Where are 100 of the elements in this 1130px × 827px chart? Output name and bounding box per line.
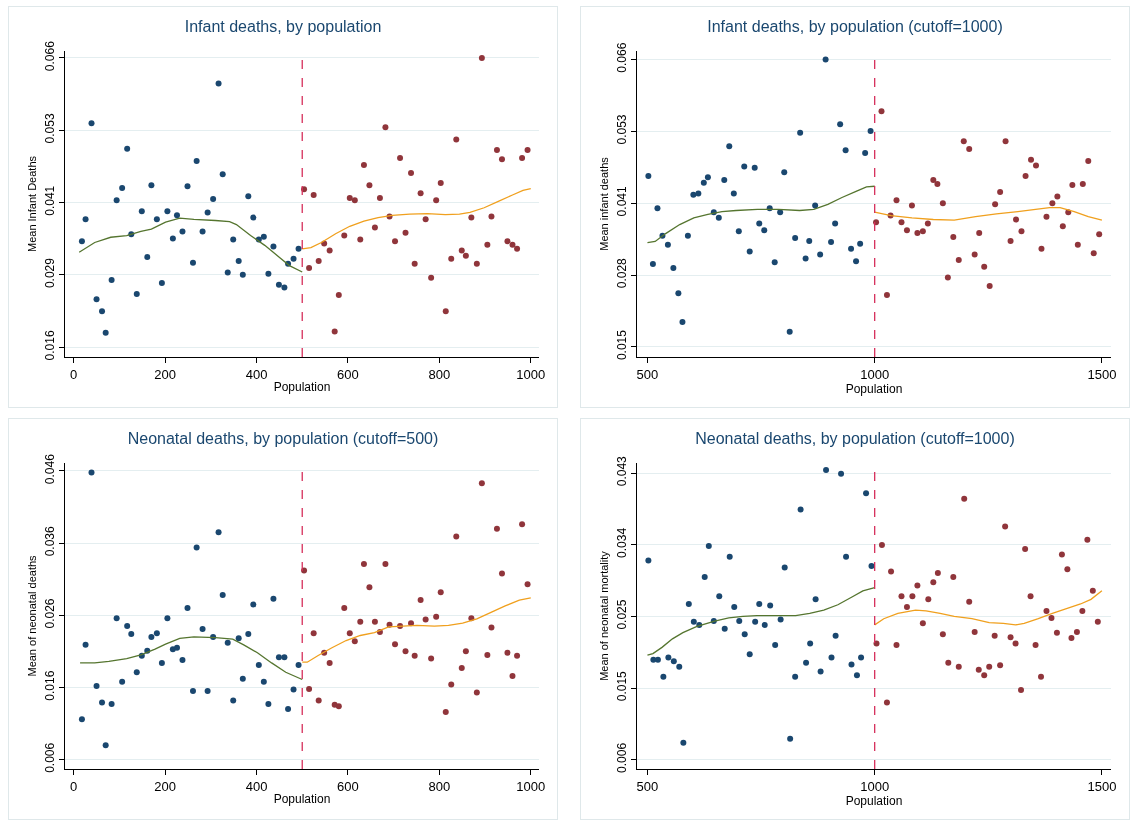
point [108, 277, 115, 284]
point [275, 281, 282, 288]
point [351, 197, 358, 204]
point [78, 716, 85, 723]
point [433, 197, 440, 204]
point [153, 216, 160, 223]
point [102, 742, 109, 749]
point [462, 648, 469, 655]
point [1059, 223, 1066, 230]
point [270, 243, 277, 250]
point [802, 255, 809, 262]
point [883, 699, 890, 706]
point [173, 212, 180, 219]
point [903, 227, 910, 234]
point [792, 235, 799, 242]
point [1079, 607, 1086, 614]
point [1038, 245, 1045, 252]
point [360, 161, 367, 168]
point [1007, 237, 1014, 244]
point [270, 595, 277, 602]
point [1032, 642, 1039, 649]
point [898, 219, 905, 226]
x-tick-label: 1000 [860, 366, 890, 382]
point [843, 553, 850, 560]
point [310, 192, 317, 199]
point [478, 480, 485, 487]
point [230, 236, 237, 243]
y-tick-label: 0.053 [615, 114, 630, 145]
point [803, 659, 810, 666]
point [664, 241, 671, 248]
point [473, 689, 480, 696]
point [524, 581, 531, 588]
point [939, 631, 946, 638]
point [1027, 593, 1034, 600]
point [514, 652, 521, 659]
point [158, 659, 165, 666]
point [961, 495, 968, 502]
point [715, 214, 722, 221]
point [524, 146, 531, 153]
point [914, 230, 921, 237]
point [113, 615, 120, 622]
point [519, 155, 526, 162]
point [346, 194, 353, 201]
point [853, 258, 860, 265]
point [402, 648, 409, 655]
chart-title: Neonatal deaths, by population (cutoff=500) [127, 430, 439, 448]
chart-title: Infant deaths, by population [184, 18, 382, 36]
y-tick-label: 0.006 [43, 742, 58, 773]
point [1033, 162, 1040, 169]
point [290, 686, 297, 693]
point [705, 542, 712, 549]
y-tick-label: 0.025 [615, 599, 630, 630]
point [919, 620, 926, 627]
point [260, 678, 267, 685]
point [164, 208, 171, 215]
point [777, 616, 784, 623]
point [832, 632, 839, 639]
point [360, 561, 367, 568]
point [78, 238, 85, 245]
point [442, 308, 449, 315]
point [498, 570, 505, 577]
point [792, 673, 799, 680]
y-tick-label: 0.046 [43, 453, 58, 485]
point [108, 701, 115, 708]
point [731, 604, 738, 611]
point [210, 196, 217, 203]
point [857, 240, 864, 247]
point [397, 155, 404, 162]
point [1096, 231, 1103, 238]
y-axis-title: Mean of neonatal mortality [597, 550, 610, 681]
point [478, 54, 485, 61]
point [493, 525, 500, 532]
point [366, 584, 373, 591]
point [654, 205, 661, 212]
point [239, 271, 246, 278]
point [376, 194, 383, 201]
point [219, 171, 226, 178]
point [934, 570, 941, 577]
point [741, 631, 748, 638]
x-tick-label: 800 [428, 778, 451, 794]
point [453, 136, 460, 143]
point [281, 654, 288, 661]
x-axis-title: Population [273, 792, 331, 807]
point [837, 121, 844, 128]
point [351, 638, 358, 645]
x-tick-label: 600 [337, 366, 359, 382]
point [746, 248, 753, 255]
point [955, 663, 962, 670]
point [230, 697, 237, 704]
point [930, 177, 937, 184]
point [893, 642, 900, 649]
point [997, 188, 1004, 195]
x-tick-label: 1000 [516, 366, 546, 382]
point [721, 625, 728, 632]
point [326, 247, 333, 254]
y-tick-label: 0.016 [43, 670, 58, 701]
point [761, 621, 768, 628]
point [422, 616, 429, 623]
point [909, 593, 916, 600]
point [382, 124, 389, 131]
